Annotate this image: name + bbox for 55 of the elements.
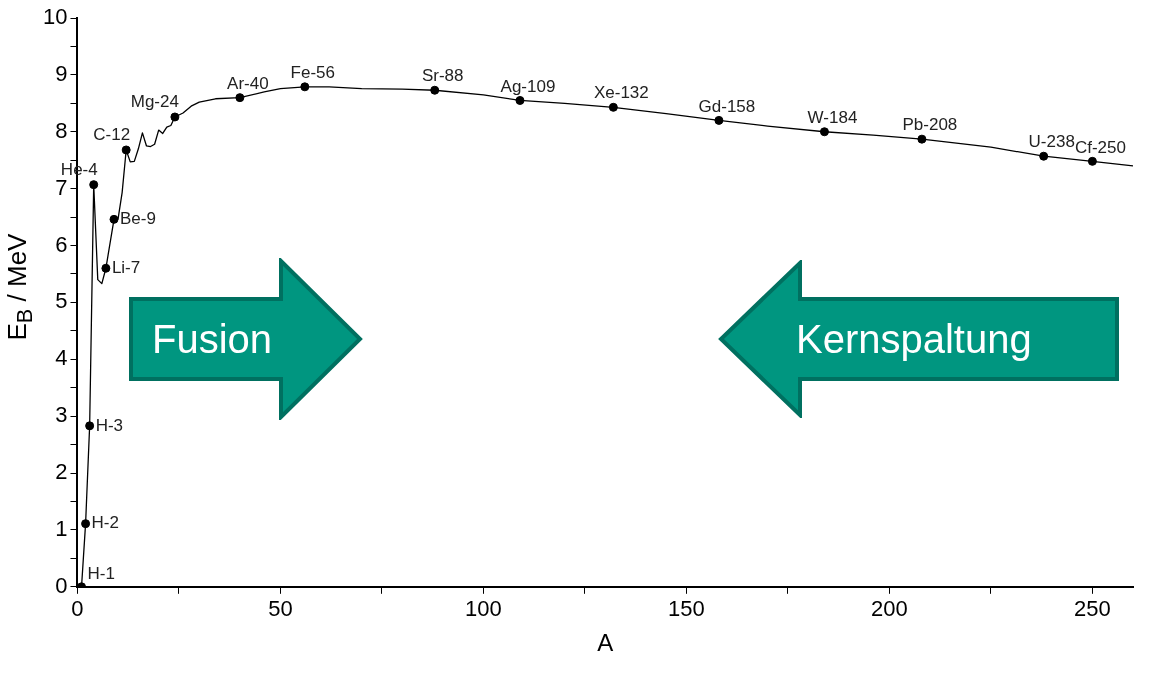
annotation: Kernspaltung	[796, 316, 1032, 362]
annotation: Pb-208	[902, 115, 958, 135]
point	[300, 82, 310, 92]
annotation: Ag-109	[500, 76, 556, 96]
point	[515, 95, 525, 105]
point	[101, 263, 111, 273]
annotation: Gd-158	[698, 96, 756, 116]
annotation: Ar-40	[227, 73, 269, 93]
point	[1087, 156, 1097, 166]
y-tick-label: 8	[55, 117, 68, 143]
annotation: Be-9	[120, 209, 156, 229]
point	[85, 421, 95, 431]
annotation: C-12	[93, 125, 131, 145]
point	[109, 214, 119, 224]
annotation: Mg-24	[130, 92, 179, 112]
point	[608, 102, 618, 112]
y-tick-label: 0	[55, 572, 68, 598]
annotation: H-3	[95, 415, 124, 435]
annotation: Fe-56	[290, 63, 336, 83]
y-tick-label: 6	[55, 231, 68, 257]
point	[819, 127, 829, 137]
y-tick-label: 1	[55, 515, 68, 541]
x-tick-label: 100	[465, 596, 502, 622]
annotation: Sr-88	[421, 66, 464, 86]
y-tick-label: 5	[55, 288, 68, 314]
point	[714, 115, 724, 125]
point	[170, 112, 180, 122]
x-tick-label: 200	[871, 596, 908, 622]
y-tick-label: 10	[42, 4, 68, 30]
y-tick-label: 2	[55, 459, 68, 485]
annotation: Xe-132	[593, 83, 649, 103]
point	[430, 85, 440, 95]
x-tick-label: 250	[1074, 596, 1111, 622]
point	[89, 180, 99, 190]
annotation: W-184	[807, 107, 858, 127]
annotation: U-238	[1028, 132, 1075, 152]
point	[917, 134, 927, 144]
point	[81, 519, 91, 529]
point	[1039, 151, 1049, 161]
x-tick-label: 0	[71, 596, 84, 622]
x-tick-label: 50	[268, 596, 293, 622]
annotation: Fusion	[152, 316, 273, 362]
annotation: Cf-250	[1074, 137, 1126, 157]
y-tick-label: 9	[55, 60, 68, 86]
y-tick-label: 3	[55, 402, 68, 428]
annotation: H-2	[91, 513, 119, 533]
x-tick-label: 150	[668, 596, 705, 622]
point	[235, 93, 245, 103]
y-tick-label: 7	[55, 174, 68, 200]
annotation: Li-7	[111, 257, 141, 277]
y-tick-label: 4	[55, 345, 68, 371]
annotation: H-1	[87, 564, 115, 584]
point	[121, 145, 131, 155]
x-axis-title: A	[597, 629, 614, 657]
arrow-icon: Kernspaltung	[718, 260, 1120, 418]
